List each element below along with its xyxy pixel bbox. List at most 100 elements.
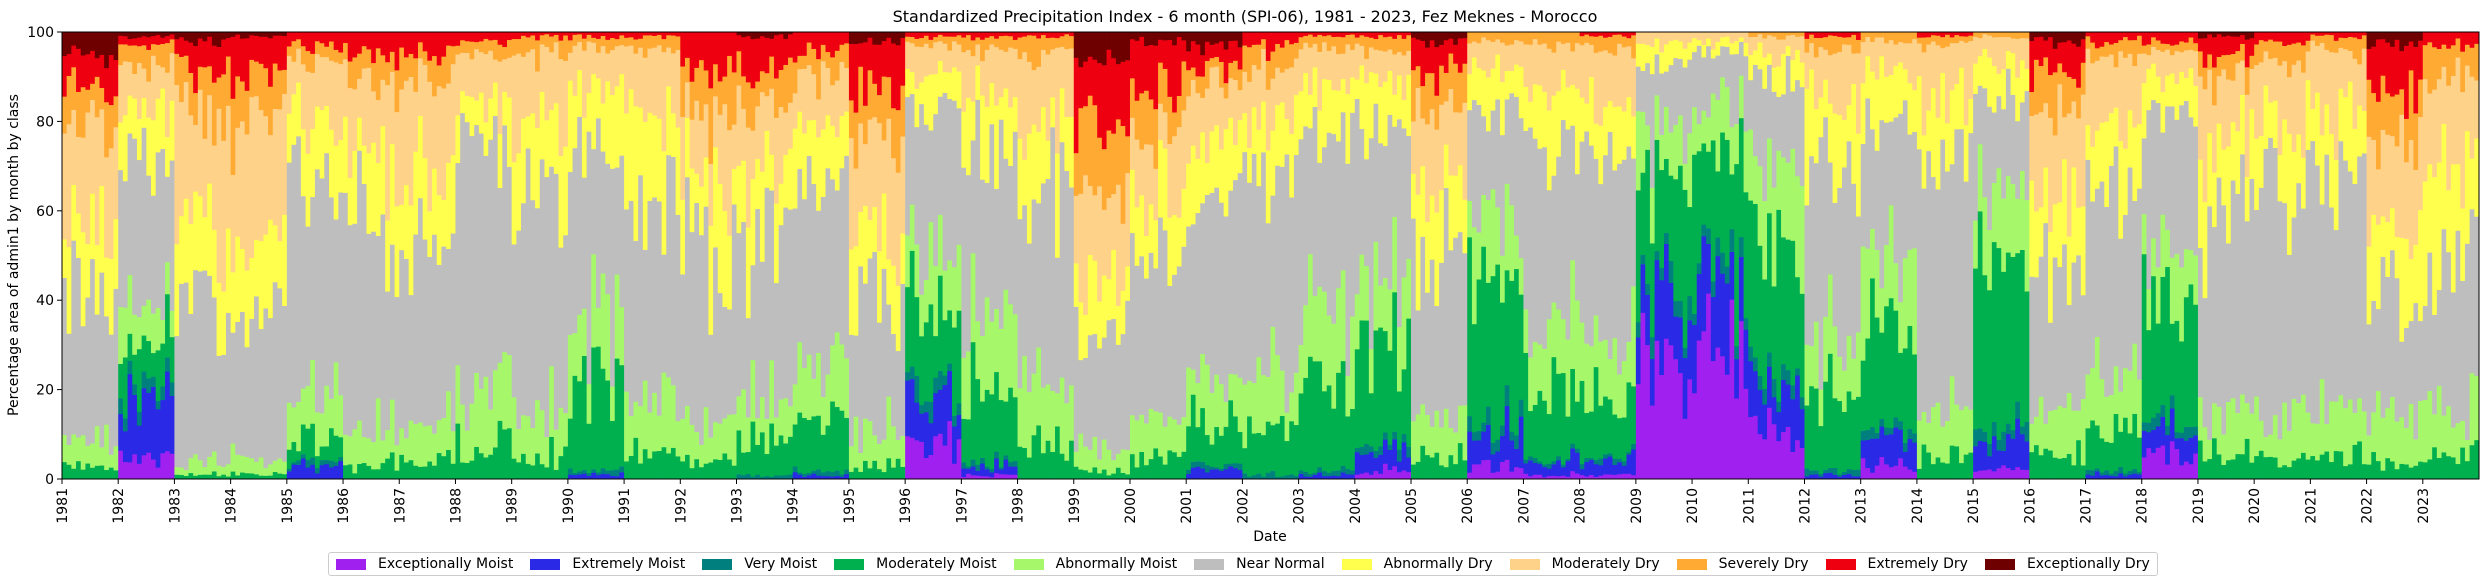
bar-segment-extremely-moist [1851, 476, 1857, 480]
bar-segment-severely-dry [2404, 118, 2410, 163]
bar-segment-abnormally-dry [408, 205, 414, 296]
bar-segment-extremely-dry [1809, 32, 1815, 35]
bar-segment-near-normal [1064, 170, 1070, 404]
bar-segment-moderately-dry [1233, 79, 1239, 146]
bar-segment-abnormally-moist [1326, 315, 1332, 386]
bar-segment-moderately-moist [1612, 414, 1618, 459]
bar-segment-moderately-moist [1841, 411, 1848, 473]
y-tick-label: 80 [36, 114, 54, 130]
bar-segment-abnormally-moist [268, 464, 274, 476]
bar-segment-abnormally-dry [1172, 214, 1178, 275]
bar-segment-abnormally-dry [254, 239, 260, 297]
bar-segment-moderately-dry [521, 56, 527, 119]
bar-segment-moderately-dry [1827, 54, 1833, 104]
bar-segment-exceptionally-moist [1706, 293, 1712, 480]
bar-segment-very-moist [759, 476, 766, 480]
bar-segment-abnormally-dry [2160, 91, 2166, 133]
bar-segment-extremely-moist [1710, 296, 1716, 362]
bar-segment-abnormally-moist [788, 406, 794, 437]
bar-segment-near-normal [1570, 125, 1576, 261]
bar-segment-abnormally-dry [1298, 90, 1304, 140]
bar-segment-severely-dry [722, 76, 728, 105]
bar-segment-near-normal [160, 148, 166, 320]
bar-segment-extremely-dry [2137, 32, 2143, 36]
bar-segment-moderately-dry [1322, 41, 1328, 80]
bar-segment-abnormally-moist [2464, 439, 2471, 462]
bar-segment-near-normal [862, 283, 869, 419]
bar-segment-moderately-moist [2286, 466, 2293, 480]
bar-segment-severely-dry [2361, 35, 2367, 49]
bar-segment-abnormally-moist [1148, 408, 1154, 460]
bar-segment-moderately-moist [1392, 292, 1398, 432]
bar-segment-near-normal [1181, 246, 1187, 418]
bar-segment-abnormally-moist [1176, 424, 1182, 457]
bar-segment-very-moist [1734, 346, 1740, 360]
bar-segment-exceptionally-dry [1087, 32, 1093, 57]
bar-segment-extremely-dry [970, 32, 976, 41]
bar-segment-moderately-dry [2361, 48, 2367, 111]
bar-segment-severely-dry [1134, 100, 1140, 140]
bar-segment-near-normal [1682, 67, 1688, 164]
bar-segment-moderately-dry [703, 104, 709, 158]
bar-segment-severely-dry [1963, 36, 1969, 43]
bar-segment-near-normal [1256, 185, 1262, 358]
bar-segment-moderately-dry [539, 44, 545, 92]
bar-segment-moderately-dry [1818, 46, 1824, 98]
bar-segment-near-normal [328, 197, 335, 399]
bar-segment-abnormally-moist [577, 314, 583, 382]
bar-segment-abnormally-moist [460, 404, 466, 463]
bar-segment-abnormally-moist [1720, 77, 1726, 133]
bar-segment-exceptionally-dry [853, 32, 859, 44]
bar-segment-exceptionally-moist [1991, 471, 1997, 480]
bar-segment-very-moist [1261, 476, 1267, 480]
bar-segment-near-normal [1720, 46, 1726, 78]
bar-segment-severely-dry [2399, 89, 2405, 115]
bar-segment-moderately-moist [1762, 279, 1768, 390]
bar-segment-moderately-moist [1607, 399, 1613, 454]
bar-segment-abnormally-moist [169, 310, 175, 338]
bar-segment-exceptionally-moist [1359, 473, 1365, 480]
bar-segment-moderately-dry [2155, 49, 2161, 77]
bar-segment-moderately-moist [1415, 461, 1421, 480]
bar-segment-exceptionally-moist [1504, 459, 1510, 480]
bar-segment-abnormally-dry [689, 168, 695, 233]
bar-segment-extremely-moist [1570, 448, 1576, 472]
bar-segment-abnormally-dry [956, 71, 962, 109]
bar-segment-abnormally-moist [1218, 383, 1225, 436]
bar-segment-moderately-moist [956, 310, 962, 404]
bar-segment-severely-dry [1977, 32, 1983, 39]
bar-segment-near-normal [600, 151, 606, 274]
bar-segment-extremely-moist [984, 469, 990, 477]
bar-segment-extremely-moist [797, 474, 803, 480]
bar-segment-extremely-dry [2155, 32, 2161, 41]
bar-segment-abnormally-dry [989, 82, 995, 125]
bar-segment-near-normal [1795, 79, 1801, 177]
bar-segment-severely-dry [1607, 36, 1613, 54]
bar-segment-severely-dry [1326, 34, 1332, 52]
bar-segment-abnormally-moist [1649, 187, 1655, 244]
bar-segment-moderately-dry [820, 61, 826, 130]
bar-segment-moderately-moist [2099, 438, 2105, 473]
bar-segment-extremely-moist [970, 466, 976, 476]
bar-segment-moderately-moist [975, 378, 981, 465]
bar-segment-extremely-dry [343, 32, 349, 44]
bar-segment-near-normal [1827, 162, 1833, 275]
bar-segment-near-normal [1710, 58, 1716, 94]
bar-segment-severely-dry [1115, 119, 1121, 185]
bar-segment-abnormally-moist [1359, 254, 1365, 321]
bar-segment-near-normal [2019, 102, 2026, 171]
bar-segment-abnormally-dry [71, 184, 77, 241]
bar-segment-abnormally-moist [1856, 332, 1862, 397]
bar-segment-abnormally-moist [2132, 343, 2138, 414]
bar-segment-extremely-dry [591, 32, 597, 38]
bar-segment-exceptionally-moist [1565, 476, 1571, 480]
bar-segment-moderately-moist [1087, 472, 1093, 480]
bar-segment-severely-dry [357, 53, 363, 79]
bar-segment-near-normal [403, 258, 410, 439]
bar-segment-very-moist [1692, 313, 1698, 326]
bar-segment-near-normal [2244, 220, 2250, 404]
bar-segment-severely-dry [2272, 41, 2278, 58]
bar-segment-abnormally-moist [1036, 347, 1042, 426]
bar-segment-very-moist [994, 451, 1000, 459]
bar-segment-moderately-dry [1696, 32, 1702, 41]
